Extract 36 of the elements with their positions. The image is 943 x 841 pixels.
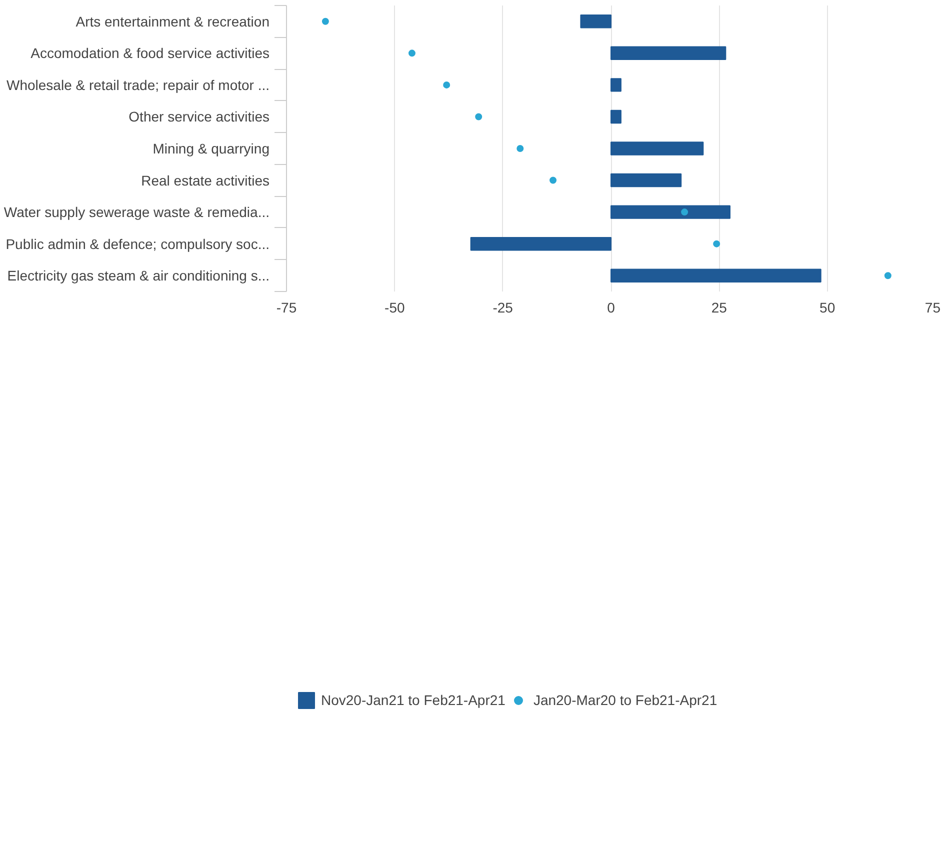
point (322, 18, 329, 25)
y-tick-label: Electricity gas steam & air conditioning s... (7, 268, 270, 284)
x-tick-label: 0 (607, 300, 616, 316)
bar (580, 14, 612, 28)
y-tick-label: Accomodation & food service activities (30, 45, 270, 62)
bar (610, 205, 730, 219)
legend-label: Nov20-Jan21 to Feb21-Apr21 (321, 692, 506, 708)
bar (610, 78, 622, 92)
point (884, 272, 892, 280)
x-tick-label: -50 (384, 300, 405, 316)
point (550, 176, 557, 184)
point (713, 240, 720, 248)
bar (610, 46, 726, 60)
point (443, 81, 450, 88)
bar (610, 110, 622, 124)
bar (610, 142, 704, 156)
y-tick-label: Real estate activities (141, 172, 270, 188)
x-tick-label: -75 (276, 300, 297, 316)
x-tick-label: 50 (820, 300, 836, 316)
point (408, 50, 416, 57)
legend-label: Jan20-Mar20 to Feb21-Apr21 (533, 692, 718, 708)
bar (470, 236, 612, 251)
y-tick-label: Other service activities (128, 108, 270, 125)
y-tick-label: Arts entertainment & recreation (76, 13, 270, 30)
y-tick-label: Wholesale & retail trade; repair of motor ... (6, 76, 270, 93)
y-tick-label: Mining & quarrying (152, 140, 270, 156)
point (475, 113, 482, 120)
x-tick-label: 25 (711, 300, 728, 316)
bar (610, 173, 682, 188)
y-tick-label: Water supply sewerage waste & remedia... (4, 204, 270, 220)
y-tick-label: Public admin & defence; compulsory soc... (6, 236, 270, 252)
bar (610, 268, 822, 282)
point (681, 208, 688, 216)
x-tick-label: 75 (924, 300, 941, 316)
point (516, 145, 524, 152)
x-tick-label: -25 (492, 300, 514, 316)
